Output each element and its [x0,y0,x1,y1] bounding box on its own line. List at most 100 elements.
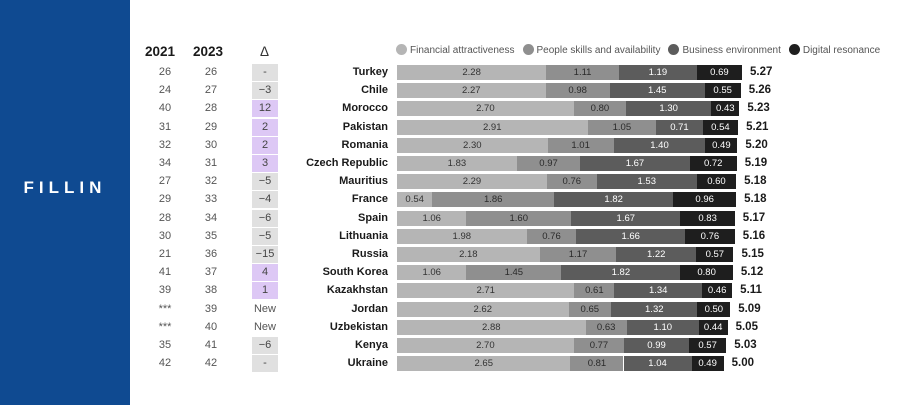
bar-segment: 0.81 [570,356,624,372]
bar-segment: 1.66 [576,228,686,244]
rank-2021: 40 [158,102,172,115]
bar-segment: 0.80 [573,101,627,117]
bar-segment: 0.96 [673,192,737,208]
total-score: 5.20 [745,138,768,151]
rank-2023: 42 [204,357,218,370]
total-score: 5.21 [746,120,769,133]
rank-2023: 33 [204,193,218,206]
rank-2021: 26 [158,66,172,78]
rank-2021: 28 [158,211,172,224]
bar-segment: 0.72 [689,156,737,171]
bar-segment: 0.80 [680,265,733,281]
rank-2023: 27 [204,84,218,97]
rank-2023: 41 [204,339,218,351]
rank-delta: 1 [252,282,278,300]
chart-row: 40 28 12 Morocco 2.70 0.80 1.30 0.43 5.23 [0,100,900,118]
rank-2021: 31 [158,120,172,133]
rank-2023: 34 [204,211,218,224]
bar-segment: 2.18 [397,247,540,262]
rank-2021: 24 [158,84,172,97]
bar-segment: 0.77 [573,338,625,353]
rank-delta: New [253,302,276,315]
country-label: Czech Republic [306,157,388,169]
rank-2021: 34 [158,157,172,169]
bar-segment: 1.06 [397,210,467,226]
legend-label: People skills and availability [536,45,661,56]
chart-row: *** 40 New Uzbekistan 2.88 0.63 1.10 0.44 5.05 [0,319,900,337]
chart-row: 41 37 4 South Korea 1.06 1.45 1.82 0.80 5.12 [0,264,900,282]
total-score: 5.26 [748,84,772,97]
total-score: 5.12 [740,266,764,279]
legend-label: Business environment [682,45,781,56]
rank-2021: 27 [158,175,172,188]
header-2021: 2021 [145,44,176,59]
bar-segment: 0.71 [656,119,703,135]
rank-delta: −15 [252,246,278,263]
total-score: 5.27 [750,66,773,78]
rank-2023: 35 [204,229,218,242]
country-label: France [351,193,388,206]
country-label: Kazakhstan [326,284,388,297]
country-label: Pakistan [342,120,388,133]
rank-2023: 30 [204,138,218,151]
bar-segment: 2.65 [397,356,571,372]
rank-2021: 30 [158,229,172,242]
fillin-logo: FILLIN [23,178,107,197]
total-score: 5.18 [744,193,767,206]
total-score: 5.05 [735,320,758,333]
legend-item: Digital resonance [788,44,880,56]
bar-segment: 2.62 [397,301,569,317]
bar-segment: 0.98 [545,83,610,99]
country-label: Romania [341,138,388,151]
legend-item: People skills and availability [522,44,661,56]
brand-sidebar: FILLIN [0,0,130,405]
bar-segment: 0.63 [585,319,627,335]
bar-segment: 0.60 [696,174,737,190]
bar-segment: 1.06 [397,265,467,281]
chart-legend: Financial attractiveness People skills an… [396,44,888,56]
rank-delta: −5 [252,227,278,245]
bar-segment: 1.45 [466,265,562,281]
chart-row: 42 42 - Ukraine 2.65 0.81 1.04 0.49 5.00 [0,355,900,373]
rank-2023: 29 [204,120,218,133]
bar-segment: 2.88 [397,319,586,335]
rank-delta: - [252,64,278,81]
bar-segment: 1.98 [397,228,527,244]
bar-segment: 0.46 [702,283,733,299]
country-label: Uzbekistan [329,320,388,333]
chart-row: 32 30 2 Romania 2.30 1.01 1.40 0.49 5.20 [0,136,900,155]
chart-row: 26 26 - Turkey 2.28 1.11 1.19 0.69 5.27 [0,64,900,82]
rank-2023: 39 [204,302,218,315]
country-label: Kenya [354,339,388,351]
total-score: 5.23 [747,102,770,115]
bar-segment: 0.83 [680,210,735,226]
rank-delta: 2 [252,118,278,136]
rank-2021: 35 [158,339,172,351]
header-delta: Δ [260,44,270,59]
bar-segment: 0.49 [705,137,738,153]
rank-2021: *** [158,302,172,315]
bar-segment: 0.76 [526,228,577,244]
bar-segment: 1.40 [613,137,706,153]
bar-segment: 1.22 [616,247,697,262]
rank-delta: −6 [252,337,278,354]
bar-segment: 1.19 [618,65,697,80]
bar-segment: 2.91 [397,119,588,135]
bar-segment: 1.83 [397,156,517,171]
chart-row: 31 29 2 Pakistan 2.91 1.05 0.71 0.54 5.21 [0,118,900,137]
rank-2023: 40 [204,320,218,333]
bar-segment: 0.61 [574,283,615,299]
rank-delta: −3 [252,82,278,100]
country-label: Jordan [351,302,388,315]
chart-row: 21 36 −15 Russia 2.18 1.17 1.22 0.57 5.15 [0,246,900,264]
country-label: South Korea [322,266,388,279]
rank-delta: 3 [252,155,278,172]
country-label: Morocco [342,102,388,115]
total-score: 5.11 [740,284,762,297]
bar-segment: 0.49 [691,356,724,372]
bar-segment: 2.70 [397,101,574,117]
legend-swatch [396,44,407,55]
rank-delta: 4 [252,264,278,282]
rank-delta: 12 [252,100,278,118]
rank-2021: 32 [158,138,172,151]
